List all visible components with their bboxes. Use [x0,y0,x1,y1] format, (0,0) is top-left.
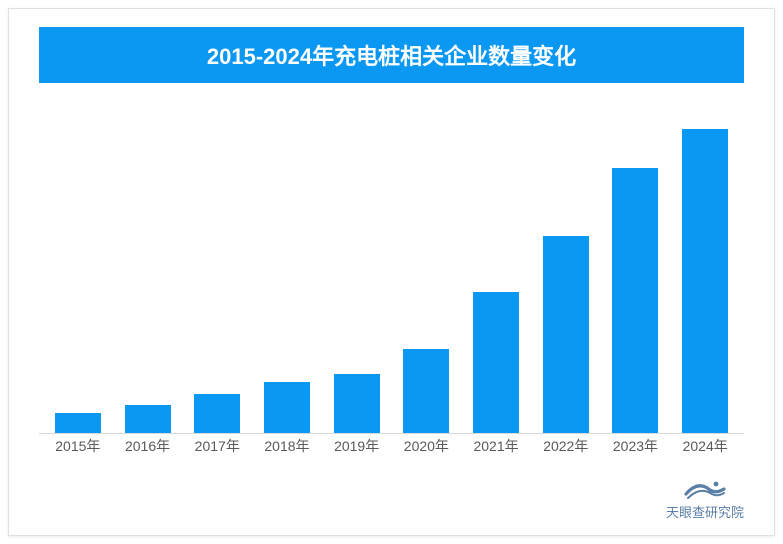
bar-slot [43,95,113,433]
chart-card: 2015-2024年充电桩相关企业数量变化 2015年2016年2017年201… [8,8,775,536]
bar [682,129,728,433]
bar-slot [461,95,531,433]
source-value: 天眼查 [109,503,151,519]
x-label: 2017年 [182,436,252,460]
x-label: 2016年 [113,436,183,460]
bar [264,382,310,433]
x-label: 2018年 [252,436,322,460]
x-label: 2020年 [392,436,462,460]
x-label: 2022年 [531,436,601,460]
bar-slot [670,95,740,433]
bar-slot [113,95,183,433]
chart-title: 2015-2024年充电桩相关企业数量变化 [39,27,744,83]
bar-slot [182,95,252,433]
x-label: 2021年 [461,436,531,460]
source-label: 数据来源： [39,503,109,519]
bar-slot [252,95,322,433]
x-label: 2024年 [670,436,740,460]
bar [194,394,240,433]
x-label: 2015年 [43,436,113,460]
bar [543,236,589,433]
bar [55,413,101,433]
bar [125,405,171,433]
bar-slot [392,95,462,433]
bar [612,168,658,433]
chart-area: 2015年2016年2017年2018年2019年2020年2021年2022年… [39,95,744,460]
tianyancha-logo-icon [684,474,726,500]
bar-slot [601,95,671,433]
bars-container [39,95,744,434]
bar [473,292,519,433]
logo-text: 天眼查研究院 [666,502,744,521]
bar [403,349,449,434]
bar-slot [531,95,601,433]
logo-block: 天眼查研究院 [666,474,744,521]
footer-row: 数据来源：天眼查 天眼查研究院 [39,474,744,521]
x-axis-labels: 2015年2016年2017年2018年2019年2020年2021年2022年… [39,436,744,460]
x-label: 2019年 [322,436,392,460]
bar [334,374,380,433]
x-label: 2023年 [601,436,671,460]
data-source: 数据来源：天眼查 [39,501,151,521]
bar-slot [322,95,392,433]
